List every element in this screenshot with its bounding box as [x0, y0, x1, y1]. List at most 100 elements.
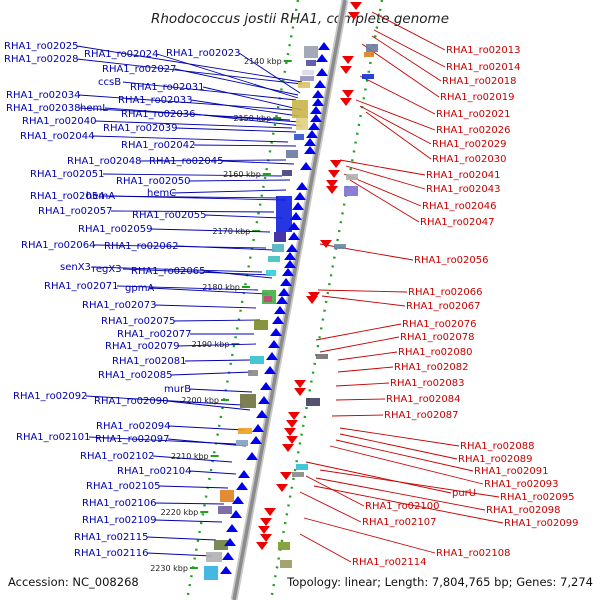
left-gene-label[interactable]: RHA1_ro02023: [166, 48, 241, 59]
leader-line-left: [139, 159, 287, 162]
left-gene-label[interactable]: RHA1_ro02077: [117, 329, 192, 340]
right-gene-label[interactable]: RHA1_ro02114: [352, 557, 427, 568]
left-gene-label[interactable]: RHA1_ro02102: [80, 451, 155, 462]
forward-arrow: [288, 222, 300, 230]
right-gene-label[interactable]: RHA1_ro02026: [436, 125, 511, 136]
right-gene-label[interactable]: RHA1_ro02099: [504, 518, 579, 529]
right-gene-label[interactable]: RHA1_ro02056: [414, 255, 489, 266]
right-gene-label[interactable]: RHA1_ro02098: [486, 505, 561, 516]
forward-arrow: [220, 566, 232, 574]
right-gene-label[interactable]: RHA1_ro02084: [386, 394, 461, 405]
right-gene-label[interactable]: RHA1_ro02018: [442, 76, 517, 87]
left-gene-label[interactable]: RHA1_ro02033: [118, 95, 193, 106]
left-gene-label[interactable]: RHA1_ro02054: [30, 191, 105, 202]
right-gene-label[interactable]: RHA1_ro02076: [402, 319, 477, 330]
right-gene-label[interactable]: RHA1_ro02014: [446, 62, 521, 73]
left-gene-label[interactable]: RHA1_ro02024: [84, 49, 159, 60]
right-gene-label[interactable]: RHA1_ro02013: [446, 45, 521, 56]
left-gene-label[interactable]: RHA1_ro02094: [96, 421, 171, 432]
left-gene-label[interactable]: murB: [164, 384, 191, 395]
left-gene-label[interactable]: RHA1_ro02071: [44, 281, 119, 292]
left-gene-label[interactable]: RHA1_ro02039: [103, 123, 178, 134]
left-gene-label[interactable]: RHA1_ro02090: [94, 396, 169, 407]
left-gene-label[interactable]: RHA1_ro02092: [13, 391, 88, 402]
left-gene-label[interactable]: RHA1_ro02116: [74, 548, 149, 559]
right-gene-label[interactable]: RHA1_ro02030: [432, 154, 507, 165]
right-gene-label[interactable]: RHA1_ro02066: [408, 287, 483, 298]
right-gene-label[interactable]: RHA1_ro02043: [426, 184, 501, 195]
left-gene-label[interactable]: RHA1_ro02064: [21, 240, 96, 251]
reverse-arrow: [260, 518, 272, 526]
left-gene-label[interactable]: senX3: [60, 262, 91, 273]
left-gene-label[interactable]: RHA1_ro02025: [4, 41, 79, 52]
left-gene-label[interactable]: RHA1_ro02101: [16, 432, 91, 443]
left-gene-label[interactable]: RHA1_ro02042: [121, 140, 196, 151]
left-gene-label[interactable]: RHA1_ro02059: [78, 224, 153, 235]
left-gene-label[interactable]: RHA1_ro02105: [86, 481, 161, 492]
reverse-arrow: [282, 444, 294, 452]
right-gene-label[interactable]: RHA1_ro02067: [406, 301, 481, 312]
left-gene-label[interactable]: RHA1_ro02115: [74, 532, 149, 543]
right-gene-label[interactable]: RHA1_ro02019: [440, 92, 515, 103]
left-gene-label[interactable]: hemC: [147, 188, 176, 199]
left-gene-label[interactable]: RHA1_ro02027: [102, 64, 177, 75]
left-gene-label[interactable]: RHA1_ro02051: [30, 169, 105, 180]
right-gene-label[interactable]: RHA1_ro02021: [436, 109, 511, 120]
left-gene-label[interactable]: RHA1_ro02036: [121, 109, 196, 120]
left-gene-label[interactable]: regX3: [92, 264, 122, 275]
right-gene-label[interactable]: RHA1_ro02091: [474, 466, 549, 477]
left-gene-label[interactable]: gpmA: [125, 283, 154, 294]
right-gene-label[interactable]: RHA1_ro02108: [436, 548, 511, 559]
gene-arrows: [220, 2, 362, 574]
left-gene-label[interactable]: RHA1_ro02045: [149, 156, 224, 167]
reverse-arrow: [276, 484, 288, 492]
right-gene-label[interactable]: RHA1_ro02046: [422, 201, 497, 212]
right-gene-label[interactable]: RHA1_ro02080: [398, 347, 473, 358]
left-gene-label[interactable]: RHA1_ro02109: [82, 515, 157, 526]
right-gene-label[interactable]: purU: [452, 488, 476, 499]
left-gene-label[interactable]: RHA1_ro02085: [98, 370, 173, 381]
forward-arrow: [316, 54, 328, 62]
forward-arrow: [310, 114, 322, 122]
right-gene-label[interactable]: RHA1_ro02095: [500, 492, 575, 503]
left-gene-label[interactable]: hemL: [80, 103, 108, 114]
left-gene-label[interactable]: RHA1_ro02079: [105, 341, 180, 352]
feature-box: [294, 134, 304, 140]
left-gene-label[interactable]: RHA1_ro02048: [67, 156, 142, 167]
right-gene-label[interactable]: RHA1_ro02107: [362, 517, 437, 528]
right-gene-label[interactable]: RHA1_ro02100: [365, 501, 440, 512]
left-gene-label[interactable]: RHA1_ro02050: [116, 176, 191, 187]
right-gene-label[interactable]: RHA1_ro02088: [460, 441, 535, 452]
left-gene-label[interactable]: ccsB: [98, 77, 121, 88]
left-gene-label[interactable]: RHA1_ro02038: [6, 103, 81, 114]
right-gene-label[interactable]: RHA1_ro02082: [394, 362, 469, 373]
left-gene-label[interactable]: RHA1_ro02073: [82, 300, 157, 311]
right-gene-label[interactable]: RHA1_ro02041: [426, 170, 501, 181]
left-gene-label[interactable]: RHA1_ro02028: [4, 54, 79, 65]
left-gene-label[interactable]: RHA1_ro02097: [95, 434, 170, 445]
left-gene-label[interactable]: RHA1_ro02057: [38, 206, 113, 217]
left-gene-label[interactable]: RHA1_ro02055: [132, 210, 207, 221]
right-gene-label[interactable]: RHA1_ro02093: [484, 479, 559, 490]
left-gene-label[interactable]: RHA1_ro02065: [131, 266, 206, 277]
left-gene-label[interactable]: RHA1_ro02081: [112, 356, 187, 367]
left-gene-label[interactable]: hemA: [86, 191, 115, 202]
left-gene-label[interactable]: RHA1_ro02044: [20, 131, 95, 142]
right-gene-label[interactable]: RHA1_ro02089: [458, 454, 533, 465]
leader-line-right: [299, 533, 352, 563]
right-gene-label[interactable]: RHA1_ro02047: [420, 217, 495, 228]
right-gene-label[interactable]: RHA1_ro02078: [400, 332, 475, 343]
reverse-arrow: [342, 56, 354, 64]
left-gene-label[interactable]: RHA1_ro02040: [22, 116, 97, 127]
left-gene-label[interactable]: RHA1_ro02062: [104, 241, 179, 252]
right-gene-label[interactable]: RHA1_ro02029: [432, 139, 507, 150]
right-gene-label[interactable]: RHA1_ro02087: [384, 410, 459, 421]
reverse-arrow: [280, 472, 292, 480]
left-gene-label[interactable]: RHA1_ro02034: [6, 90, 81, 101]
left-gene-label[interactable]: RHA1_ro02104: [117, 466, 192, 477]
right-gene-label[interactable]: RHA1_ro02083: [390, 378, 465, 389]
reverse-arrow: [340, 66, 352, 74]
left-gene-label[interactable]: RHA1_ro02075: [101, 316, 176, 327]
left-gene-label[interactable]: RHA1_ro02106: [82, 498, 157, 509]
left-gene-label[interactable]: RHA1_ro02031: [130, 82, 205, 93]
